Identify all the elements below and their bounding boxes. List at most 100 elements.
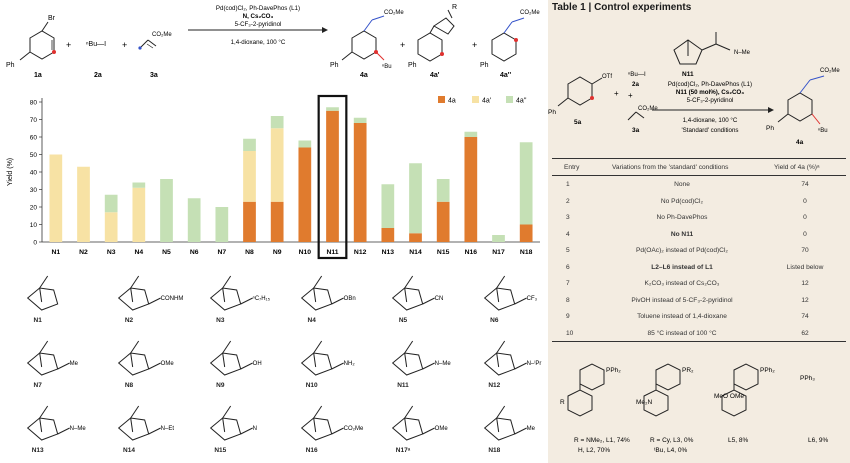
phosphine-substituent: Me₂N [636,399,653,406]
ligand-N15: N N15 [183,398,274,463]
bar-N10-4a'' [298,140,312,148]
x-tick-label: N10 [299,249,312,256]
phosphine-ligands: PPh₂ R R = NMe₂, L1, 74% H, L2, 70% PR₂ Me₂N R… [560,363,828,454]
n11-sub: N–Me [734,50,751,56]
y-tick-label: 60 [30,134,38,141]
table-acrylate [627,111,645,121]
cell-variation: No Pd(cod)Cl₂ [660,197,704,205]
plus-sign-4: + [472,40,477,50]
x-tick-label: N2 [79,249,88,256]
norbornene-icon: OBn [300,275,356,311]
table-product-bu: ⁿBu [818,127,828,134]
table-row: 10 85 °C instead of 100 °C 62 [552,325,846,342]
bar-N15-4a'' [436,179,450,202]
cell-entry: 8 [566,296,570,304]
table-header-row: Entry Variations from the 'standard' con… [552,158,846,176]
ligand-N1: N1 [0,268,91,333]
control-table: Entry Variations from the 'standard' con… [552,158,846,342]
x-tick-label: N7 [217,249,226,256]
norbornene-icon: CF₃ [483,275,537,311]
x-tick-label: N6 [190,249,199,256]
otf-label: OTf [602,74,612,80]
table-row: 3 No Ph-DavePhos 0 [552,209,846,226]
reaction-scheme: Br Ph 1a + ⁿBu—I 2a + CO₂Me 3a Pd(cod)Cl… [6,4,540,79]
y-tick-label: 50 [30,152,38,159]
bar-N18-4a'' [519,142,533,225]
ligand-N3: ⁿC₇H₁₅ N3 [183,268,274,333]
x-tick-label: N16 [465,249,478,256]
y-tick-label: 0 [33,239,37,246]
cell-yield: 62 [801,329,809,337]
bar-N15-4a [436,201,450,242]
phosphine-caption: L5, 8% [728,437,748,444]
bar-N14-4a'' [409,163,422,234]
y-tick-label: 30 [30,187,38,194]
legend-swatch [472,96,479,103]
cell-variation: K₂CO₃ instead of Cs₂CO₃ [644,280,720,287]
bar-N9-4a [270,201,284,242]
cell-entry: 10 [566,329,574,337]
table-product-ph: Ph [766,125,774,132]
phosphine-group: PPh₃ [800,375,815,382]
table-row: 8 PivOH instead of 5-CF₃-2-pyridinol 12 [552,292,846,309]
ligand-N13: N–Me N13 [0,398,91,463]
table-product-ester: CO₂Me [820,68,840,74]
phosphine-3: PPh₂ MeO OMe L5, 8% [714,363,775,444]
table-cond-4: 1,4-dioxane, 100 °C [683,117,738,124]
phosphine-caption: R = Cy, L3, 0% [650,437,694,444]
label-2a: 2a [94,72,102,79]
plus-table: + [614,89,619,98]
ligand-substituent: OMe [435,426,449,432]
table-panel [548,0,850,463]
legend-swatch [438,96,445,103]
cell-entry: 6 [566,263,570,271]
ligand-label: N5 [398,317,408,324]
cell-yield: 70 [801,247,809,254]
table-row: 1 None 74 [552,176,846,193]
cell-variation: No N11 [670,230,694,238]
bar-N12-4a'' [353,117,367,123]
ligand-label: N2 [124,317,134,324]
compound-1a-structure [19,21,55,61]
ligand-label: N9 [216,382,225,389]
cell-entry: 1 [566,181,570,188]
condition-line-3: 5-CF₃-2-pyridinol [235,21,282,28]
norbornene-icon: N–Me [26,405,86,441]
ligand-N10: NH₂ N10 [274,333,365,398]
table-label-4a: 4a [796,139,804,146]
product-4a-double-prime-structure [491,17,525,62]
bar-N1-4a' [49,154,63,242]
cell-yield: 74 [801,181,809,188]
cell-yield: 0 [803,214,807,221]
bar-N4-4a' [132,187,146,242]
ligand-N6: CF₃ N6 [457,268,548,333]
ligand-N7: Me N7 [0,333,91,398]
norbornene-icon: N–Et [118,405,175,441]
ligand-N18: Me N18 [457,398,548,463]
ligand-label: N11 [397,382,409,389]
cell-entry: 9 [566,313,570,320]
product-dp-ester: CO₂Me [520,10,540,16]
legend: 4a 4a' 4a'' [438,96,526,105]
ligand-N5: CN N5 [365,268,456,333]
bar-N16-4a [464,137,478,242]
ligand-substituent: CO₂Me [344,426,364,432]
acrylate-site-dot [138,46,142,50]
norbornene-icon: N–ⁱPr [483,340,541,376]
norbornene-icon: ⁿC₇H₁₅ [209,275,270,311]
legend-label: 4a' [482,98,491,105]
ligand-label: N18 [488,447,501,454]
table-row: 6 L2–L6 instead of L1 Listed below [552,259,846,276]
ligand-label: N12 [488,382,501,389]
ligand-N12: N–ⁱPr N12 [457,333,548,398]
header-entry: Entry [564,164,580,171]
ligand-substituent: N–ⁱPr [526,359,541,367]
ligand-substituent: CONHMe [161,296,183,302]
phosphine-caption: L6, 9% [808,437,828,444]
table-row: 5 Pd(OAc)₂ instead of Pd(cod)Cl₂ 70 [552,242,846,259]
reagent-3a: CO₂Me [152,32,172,38]
table-cond-1: Pd(cod)Cl₂, Ph-DavePhos (L1) [668,81,752,88]
phosphine-structures: PPh₂ R R = NMe₂, L1, 74% H, L2, 70% PR₂ Me₂N R… [560,363,828,454]
norbornene-icon: N–Me [392,340,452,376]
acrylate-structure [139,39,157,49]
